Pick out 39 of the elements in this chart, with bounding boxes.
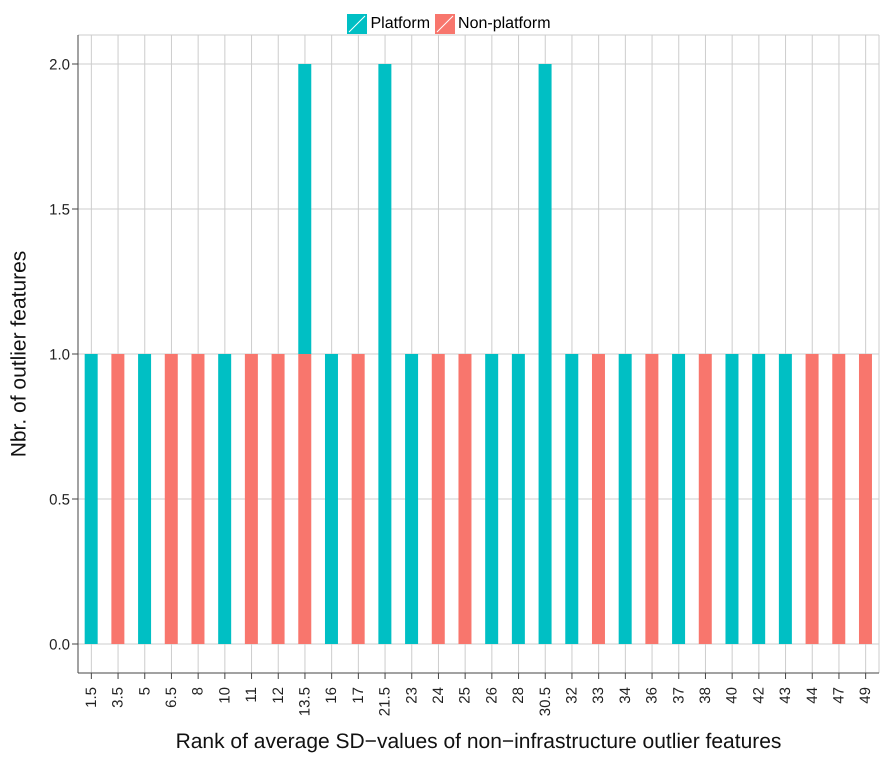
x-tick-label: 37 bbox=[670, 687, 688, 704]
x-tick-label: 1.5 bbox=[82, 687, 100, 708]
x-tick-label: 40 bbox=[724, 687, 741, 704]
x-tick-label: 36 bbox=[644, 687, 661, 704]
x-tick-label: 28 bbox=[510, 687, 528, 704]
x-tick-label: 13.5 bbox=[296, 687, 314, 716]
x-tick-label: 6.5 bbox=[162, 687, 180, 708]
x-tick-label: 47 bbox=[830, 687, 848, 704]
y-axis-title: Nbr. of outlier features bbox=[7, 250, 30, 458]
x-axis-title: Rank of average SD−values of non−infrastructure outlier features bbox=[176, 730, 782, 753]
legend-label: Platform bbox=[369, 14, 430, 34]
x-tick-label: 30.5 bbox=[536, 687, 554, 716]
x-tick-label: 17 bbox=[350, 687, 367, 704]
legend-label: Non-platform bbox=[457, 14, 551, 34]
x-tick-label: 42 bbox=[750, 687, 768, 704]
x-tick-label: 33 bbox=[590, 687, 608, 704]
x-tick-label: 44 bbox=[804, 687, 821, 704]
x-tick-label: 43 bbox=[777, 687, 794, 704]
y-tick-label: 1.5 bbox=[49, 201, 70, 218]
x-tick-label: 10 bbox=[216, 687, 234, 704]
y-tick-label: 0.0 bbox=[49, 636, 70, 654]
y-tick-label: 0.5 bbox=[49, 491, 70, 508]
x-tick-label: 34 bbox=[616, 687, 634, 704]
x-tick-label: 24 bbox=[430, 687, 447, 704]
x-tick-label: 5 bbox=[136, 687, 154, 696]
y-tick-label: 1.0 bbox=[49, 346, 70, 364]
x-tick-label: 12 bbox=[270, 687, 287, 704]
x-tick-label: 25 bbox=[456, 687, 474, 704]
x-tick-label: 11 bbox=[243, 687, 260, 703]
y-tick-label: 2.0 bbox=[49, 56, 70, 74]
x-tick-label: 49 bbox=[857, 687, 874, 704]
x-tick-label: 16 bbox=[323, 687, 340, 704]
x-tick-label: 38 bbox=[696, 687, 714, 704]
x-tick-label: 26 bbox=[483, 687, 500, 704]
x-tick-label: 32 bbox=[563, 687, 580, 704]
x-tick-label: 21.5 bbox=[376, 687, 394, 716]
x-tick-label: 3.5 bbox=[110, 687, 127, 708]
x-tick-label: 23 bbox=[403, 687, 420, 704]
x-tick-label: 8 bbox=[190, 687, 207, 696]
